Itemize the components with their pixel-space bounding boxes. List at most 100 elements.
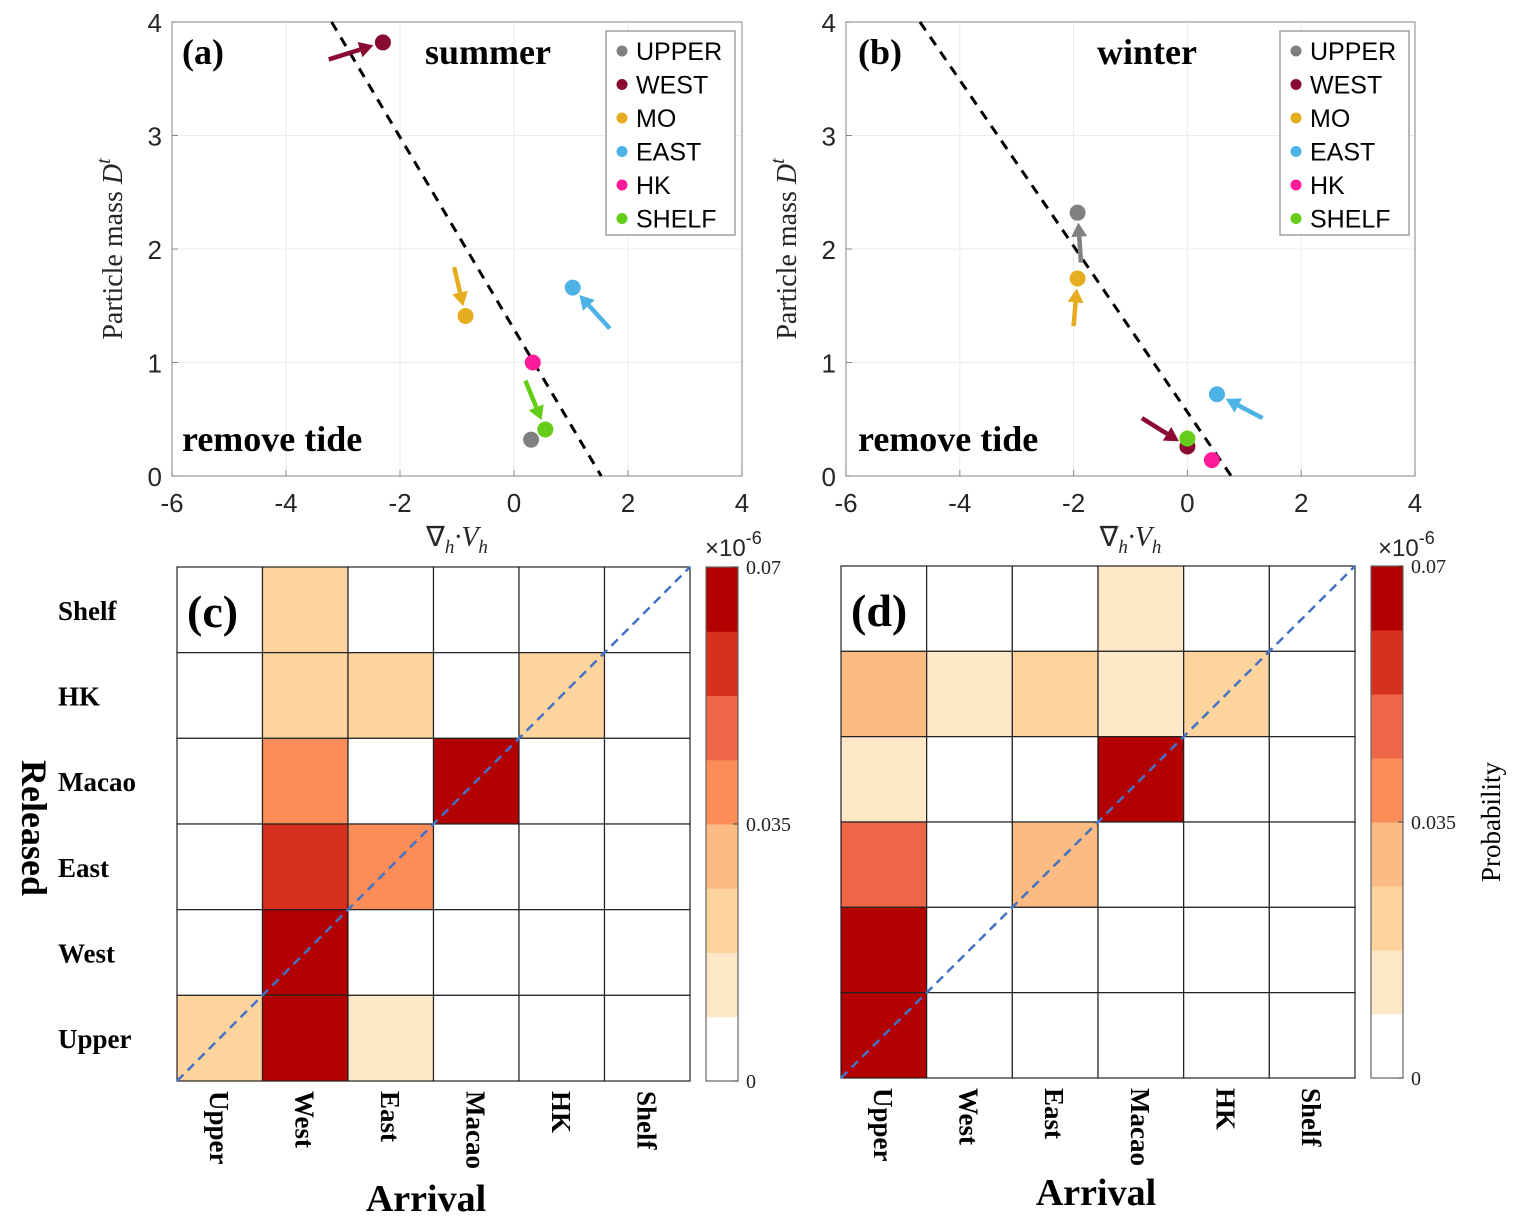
arrow-upper-head bbox=[1071, 222, 1088, 238]
x-axis-label-nabla: ∇ bbox=[425, 522, 445, 553]
heatmap-cell-east-upper bbox=[176, 823, 264, 911]
condition-label: remove tide bbox=[858, 419, 1038, 459]
probability-colorbar-label: Probability bbox=[1476, 762, 1506, 882]
x-tick-label: -6 bbox=[160, 488, 183, 518]
column-label: West bbox=[289, 1091, 319, 1148]
heatmap-cell-shelf-macao bbox=[1097, 565, 1185, 652]
heatmap-cell-macao-hk bbox=[1183, 736, 1270, 823]
x-axis-label-sub: h bbox=[445, 537, 455, 558]
heatmap-cell-hk-east bbox=[347, 652, 435, 739]
heatmap-cell-macao-upper bbox=[176, 737, 264, 825]
fit-line-dashed bbox=[918, 21, 1233, 477]
multiplier-exponent: -6 bbox=[746, 528, 762, 548]
y-axis-label: Particle mass Dt bbox=[767, 158, 803, 340]
heatmap-cell-east-macao bbox=[432, 823, 520, 911]
heatmap-panel-c: (c) Upper West East Macao HK Shelf Shelf HK Macao… bbox=[58, 557, 791, 1169]
multiplier-base: ×10 bbox=[1378, 535, 1419, 562]
legend-label-east: EAST bbox=[636, 139, 701, 167]
y-axis-label-superscript: t bbox=[767, 158, 789, 164]
x-tick-label: -2 bbox=[1062, 488, 1085, 518]
x-tick-label: 4 bbox=[1408, 488, 1422, 518]
heatmap-cell-macao-east bbox=[1011, 736, 1099, 823]
x-tick-label: 4 bbox=[735, 488, 749, 518]
heatmap-cell-upper-hk bbox=[518, 994, 606, 1082]
column-label: Upper bbox=[868, 1088, 898, 1162]
legend-marker-upper bbox=[616, 45, 628, 57]
colorbar-tick-label: 0 bbox=[746, 1071, 756, 1093]
y-axis-label-symbol: D bbox=[772, 164, 803, 185]
y-tick-label: 1 bbox=[822, 349, 836, 379]
legend-marker-west bbox=[616, 79, 628, 90]
heatmap-cell-hk-macao bbox=[1097, 650, 1185, 738]
y-axis-label-superscript: t bbox=[93, 158, 115, 164]
legend-marker-west bbox=[1290, 79, 1302, 90]
heatmap-cell-macao-west bbox=[926, 736, 1013, 823]
legend-label-upper: UPPER bbox=[1310, 38, 1396, 66]
heatmap-cell-hk-west bbox=[261, 652, 349, 739]
arrow-shelf-shaft bbox=[523, 379, 539, 409]
legend-label-hk: HK bbox=[1310, 172, 1345, 200]
data-point-hk bbox=[524, 354, 541, 371]
arrow-mo-shaft bbox=[1071, 302, 1078, 327]
legend-label-shelf: SHELF bbox=[1310, 206, 1391, 234]
row-label: Upper bbox=[58, 1024, 132, 1054]
heatmap-cell-upper-east bbox=[1011, 992, 1099, 1079]
x-tick-label: 0 bbox=[1180, 488, 1194, 518]
legend-marker-mo bbox=[1290, 112, 1302, 124]
heatmap-cell-shelf-hk bbox=[1183, 565, 1270, 652]
colorbar-level-2 bbox=[1371, 886, 1403, 951]
data-point-upper bbox=[1069, 204, 1086, 221]
heatmap-cell-hk-west bbox=[926, 650, 1013, 738]
arrow-mo-head bbox=[1067, 288, 1084, 304]
heatmap-cell-west-macao bbox=[432, 909, 520, 996]
heatmap-cell-west-upper bbox=[840, 906, 928, 994]
column-label: HK bbox=[1211, 1088, 1241, 1130]
heatmap-cell-east-hk bbox=[518, 823, 606, 911]
column-label: Macao bbox=[1125, 1088, 1155, 1166]
colorbar-level-6 bbox=[706, 631, 738, 696]
heatmap-cell-shelf-west bbox=[261, 566, 349, 654]
legend: UPPER WEST MO EAST HK SHELF bbox=[1279, 30, 1410, 236]
x-axis-label-nabla: ∇ bbox=[1099, 522, 1119, 553]
panel-label: (a) bbox=[182, 32, 224, 72]
data-point-west bbox=[374, 34, 391, 51]
legend-label-west: WEST bbox=[636, 72, 708, 100]
data-point-east bbox=[564, 279, 581, 296]
column-label: HK bbox=[546, 1091, 576, 1133]
colorbar-level-5 bbox=[1371, 694, 1403, 759]
legend-label-east: EAST bbox=[1310, 139, 1375, 167]
legend-label-west: WEST bbox=[1310, 72, 1382, 100]
legend-marker-mo bbox=[616, 112, 628, 124]
arrow-mo-shaft bbox=[451, 266, 463, 294]
colorbar-level-2 bbox=[706, 888, 738, 953]
x-axis-multiplier: ×10-6 bbox=[705, 528, 762, 562]
x-axis-label-sub: h bbox=[478, 537, 488, 558]
data-point-shelf bbox=[1179, 430, 1196, 447]
arrow-west-head bbox=[357, 41, 374, 58]
diagonal-dashed-line bbox=[840, 565, 1356, 1079]
row-label: Macao bbox=[58, 767, 136, 797]
heatmap-cell-shelf-west bbox=[926, 565, 1013, 652]
legend-marker-shelf bbox=[616, 213, 628, 224]
arrow-west-head bbox=[1162, 427, 1179, 442]
x-axis-label: ∇h·Vh bbox=[425, 522, 488, 558]
column-label: Shelf bbox=[1296, 1088, 1326, 1148]
multiplier-base: ×10 bbox=[705, 535, 746, 562]
colorbar-tick-label: 0.035 bbox=[1411, 812, 1456, 834]
column-label: Macao bbox=[460, 1091, 490, 1169]
heatmap-cell-hk-upper bbox=[176, 652, 264, 739]
y-tick-label: 3 bbox=[822, 122, 836, 152]
arrival-axis-label-d: Arrival bbox=[1036, 1172, 1156, 1214]
colorbar-level-4 bbox=[1371, 758, 1403, 823]
y-tick-label: 2 bbox=[822, 235, 836, 265]
heatmap-cell-hk-shelf bbox=[603, 652, 691, 739]
row-label: West bbox=[58, 939, 115, 969]
colorbar-level-1 bbox=[1371, 950, 1403, 1015]
column-label: West bbox=[954, 1088, 984, 1145]
panel-label: (b) bbox=[858, 32, 902, 72]
heatmap-cell-west-shelf bbox=[1268, 906, 1356, 994]
colorbar-tick-label: 0.035 bbox=[746, 814, 791, 836]
heatmap-cell-east-shelf bbox=[1268, 821, 1356, 908]
